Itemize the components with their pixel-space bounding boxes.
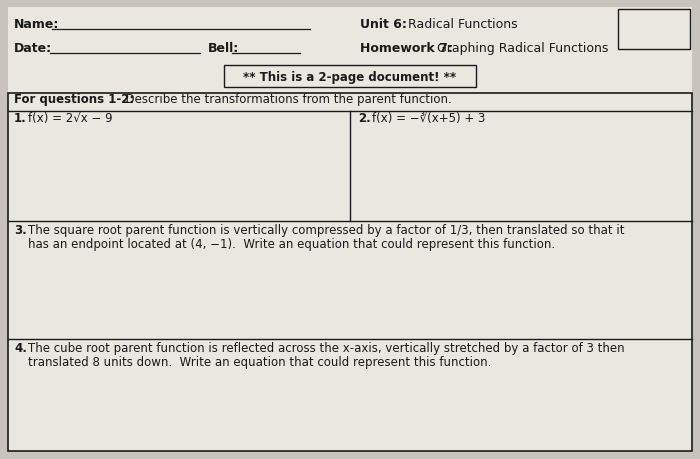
Bar (224, 66, 476, 88)
Text: Unit 6:: Unit 6: (360, 18, 407, 31)
Text: Graphing Radical Functions: Graphing Radical Functions (433, 42, 608, 55)
Text: Homework 7:: Homework 7: (360, 42, 453, 55)
Text: Radical Functions: Radical Functions (404, 18, 517, 31)
Text: ** This is a 2-page document! **: ** This is a 2-page document! ** (244, 70, 456, 84)
Text: Date:: Date: (14, 42, 52, 55)
Text: Name:: Name: (14, 18, 60, 31)
Text: 1.: 1. (14, 112, 27, 125)
Bar (8, 94, 692, 451)
Text: has an endpoint located at (4, −1).  Write an equation that could represent this: has an endpoint located at (4, −1). Writ… (28, 237, 555, 251)
Text: 3.: 3. (14, 224, 27, 236)
Text: f(x) = −∛(x+5) + 3: f(x) = −∛(x+5) + 3 (372, 112, 485, 125)
Text: f(x) = 2√x − 9: f(x) = 2√x − 9 (28, 112, 113, 125)
Text: Describe the transformations from the parent function.: Describe the transformations from the pa… (118, 93, 452, 106)
Text: The square root parent function is vertically compressed by a factor of 1/3, the: The square root parent function is verti… (28, 224, 624, 236)
Text: For questions 1-2:: For questions 1-2: (14, 93, 134, 106)
Bar (618, 10, 690, 50)
Text: translated 8 units down.  Write an equation that could represent this function.: translated 8 units down. Write an equati… (28, 355, 491, 368)
Text: The cube root parent function is reflected across the x-axis, vertically stretch: The cube root parent function is reflect… (28, 341, 624, 354)
Text: 4.: 4. (14, 341, 27, 354)
Text: Bell:: Bell: (208, 42, 239, 55)
Text: 2.: 2. (358, 112, 371, 125)
